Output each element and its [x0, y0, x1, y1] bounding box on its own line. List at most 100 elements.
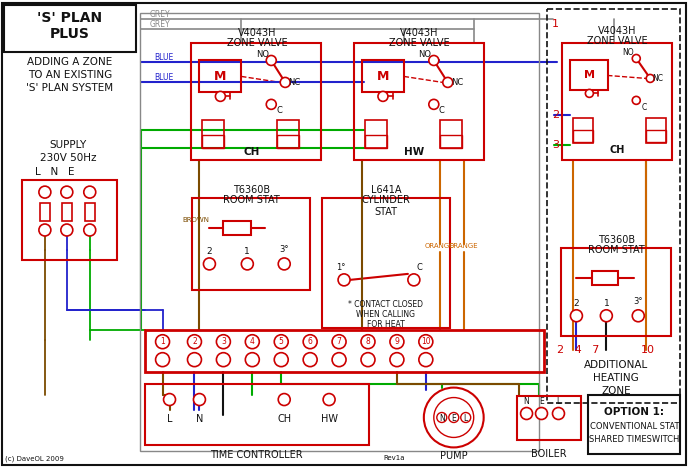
Text: 5: 5: [279, 337, 284, 346]
Text: 1: 1: [244, 248, 250, 256]
Circle shape: [246, 335, 259, 349]
Bar: [322, 198, 450, 328]
Bar: [202, 120, 224, 148]
Text: OPTION 1:: OPTION 1:: [604, 407, 664, 417]
Circle shape: [217, 335, 230, 349]
Circle shape: [155, 353, 170, 366]
Bar: [589, 395, 680, 454]
Circle shape: [443, 77, 453, 88]
Bar: [573, 130, 593, 142]
Text: 3°: 3°: [279, 245, 289, 255]
Bar: [145, 330, 544, 372]
Circle shape: [266, 56, 276, 66]
Circle shape: [428, 99, 439, 110]
Circle shape: [632, 96, 640, 104]
Bar: [193, 198, 310, 290]
Bar: [4, 5, 136, 52]
Text: CYLINDER: CYLINDER: [362, 195, 411, 205]
Text: N: N: [524, 397, 529, 406]
Circle shape: [61, 186, 73, 198]
Bar: [139, 13, 538, 452]
Text: NC: NC: [653, 74, 664, 83]
Text: 8: 8: [366, 337, 371, 346]
Bar: [647, 130, 666, 142]
Circle shape: [535, 408, 547, 419]
Text: HW: HW: [321, 415, 337, 424]
Bar: [562, 248, 671, 336]
Text: E: E: [539, 397, 544, 406]
Text: T6360B: T6360B: [233, 185, 270, 195]
Text: 2   4   7: 2 4 7: [558, 345, 600, 355]
Text: NO: NO: [256, 50, 269, 59]
Bar: [85, 203, 95, 221]
Circle shape: [437, 412, 447, 423]
Text: NO: NO: [622, 48, 634, 57]
Text: L: L: [167, 415, 172, 424]
Circle shape: [215, 91, 226, 102]
Text: 1: 1: [160, 337, 165, 346]
Circle shape: [390, 353, 404, 366]
Text: 7: 7: [337, 337, 342, 346]
Text: SHARED TIMESWITCH: SHARED TIMESWITCH: [589, 435, 680, 444]
Circle shape: [83, 186, 96, 198]
Text: M: M: [214, 70, 226, 83]
Text: NC: NC: [288, 78, 300, 87]
Text: SUPPLY: SUPPLY: [49, 140, 86, 150]
Bar: [224, 221, 251, 235]
Text: 1: 1: [552, 19, 559, 29]
Text: E: E: [451, 414, 456, 423]
Text: 10: 10: [641, 345, 655, 355]
Bar: [362, 60, 404, 92]
Text: Rev1a: Rev1a: [383, 455, 404, 461]
Text: V4043H: V4043H: [400, 28, 438, 37]
Text: 'S' PLAN: 'S' PLAN: [37, 11, 102, 25]
Circle shape: [188, 335, 201, 349]
Text: V4043H: V4043H: [598, 26, 637, 36]
Circle shape: [164, 394, 175, 406]
Bar: [365, 135, 387, 148]
Text: 2: 2: [206, 248, 213, 256]
Text: 10: 10: [421, 337, 431, 346]
Text: C: C: [417, 263, 423, 272]
Circle shape: [193, 394, 206, 406]
Circle shape: [632, 310, 644, 322]
Circle shape: [461, 412, 471, 423]
Text: BOILER: BOILER: [531, 449, 566, 460]
Circle shape: [274, 335, 288, 349]
Circle shape: [647, 74, 654, 82]
Text: L641A: L641A: [371, 185, 401, 195]
Text: 3: 3: [552, 140, 559, 150]
Text: ZONE: ZONE: [602, 386, 631, 395]
Circle shape: [274, 353, 288, 366]
Text: N: N: [439, 414, 444, 423]
Text: C: C: [439, 106, 445, 115]
Text: 2: 2: [573, 300, 579, 308]
Circle shape: [303, 353, 317, 366]
Text: 9: 9: [395, 337, 400, 346]
Circle shape: [600, 310, 612, 322]
Circle shape: [332, 353, 346, 366]
Circle shape: [61, 224, 73, 236]
Circle shape: [553, 408, 564, 419]
Circle shape: [378, 91, 388, 102]
Circle shape: [448, 412, 459, 423]
Bar: [546, 8, 680, 402]
Text: 2: 2: [192, 337, 197, 346]
Text: ORANGE: ORANGE: [449, 243, 479, 249]
Circle shape: [632, 54, 640, 62]
Text: C: C: [642, 103, 647, 112]
Bar: [440, 120, 462, 148]
Bar: [145, 384, 369, 446]
Text: 4: 4: [250, 337, 255, 346]
Bar: [277, 120, 299, 148]
Text: GREY: GREY: [150, 20, 170, 29]
Text: ORANGE: ORANGE: [425, 243, 455, 249]
Text: ZONE VALVE: ZONE VALVE: [388, 37, 449, 48]
Bar: [202, 135, 224, 148]
Text: ROOM STAT: ROOM STAT: [223, 195, 279, 205]
Text: NC: NC: [451, 78, 463, 87]
Circle shape: [155, 335, 170, 349]
Circle shape: [428, 56, 439, 66]
Circle shape: [338, 274, 350, 286]
Circle shape: [434, 397, 474, 438]
